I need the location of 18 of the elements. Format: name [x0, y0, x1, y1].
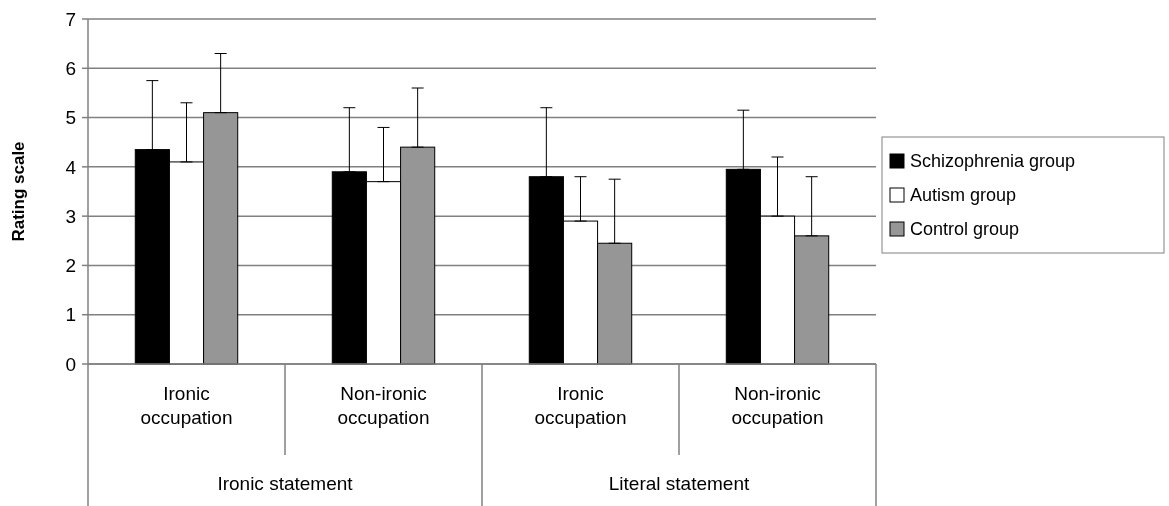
legend-label: Control group [910, 219, 1020, 240]
y-tick-label: 4 [65, 156, 77, 178]
x-tick-label: Non-ironic occupation [337, 383, 430, 428]
y-tick-label: 3 [65, 205, 76, 227]
x-tick-label: Non-ironic occupation [731, 383, 824, 428]
y-tick-label: 1 [65, 304, 76, 326]
text: Ironic statement [217, 473, 354, 494]
text: Literal statement [608, 473, 750, 494]
y-tick-label: 6 [65, 57, 76, 79]
legend-label: Schizophrenia group [910, 151, 1076, 172]
x-tick-label: Ironic occupation [140, 383, 233, 428]
y-tick-label: 5 [65, 107, 76, 129]
y-tick-label: 7 [65, 8, 76, 30]
y-tick-label: 2 [65, 255, 76, 277]
y-axis-title: Rating scale [9, 141, 28, 242]
y-tick-label: 0 [65, 353, 76, 375]
x-tick-label: Ironic occupation [534, 383, 627, 428]
legend-label: Autism group [910, 185, 1017, 206]
